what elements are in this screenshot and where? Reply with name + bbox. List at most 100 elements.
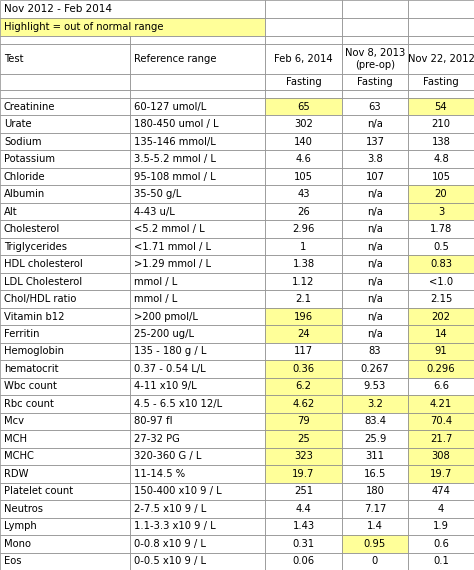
- Text: Platelet count: Platelet count: [4, 486, 73, 496]
- Bar: [0, 325, 130, 343]
- Text: 16.5: 16.5: [364, 469, 386, 479]
- Bar: [265, 133, 342, 150]
- Text: 3.2: 3.2: [367, 399, 383, 409]
- Bar: [265, 0, 342, 18]
- Text: RDW: RDW: [4, 469, 28, 479]
- Bar: [408, 273, 474, 290]
- Text: 180-450 umol / L: 180-450 umol / L: [134, 119, 219, 129]
- Bar: [0, 552, 130, 570]
- Text: 0.31: 0.31: [292, 539, 315, 549]
- Text: 4.5 - 6.5 x10 12/L: 4.5 - 6.5 x10 12/L: [134, 399, 222, 409]
- Bar: [130, 378, 265, 395]
- Text: 3.8: 3.8: [367, 154, 383, 164]
- Bar: [342, 535, 408, 552]
- Text: 0-0.5 x10 9 / L: 0-0.5 x10 9 / L: [134, 556, 206, 566]
- Text: Alt: Alt: [4, 207, 18, 217]
- Bar: [0, 535, 130, 552]
- Bar: [130, 308, 265, 325]
- Text: 4.4: 4.4: [296, 504, 311, 514]
- Text: 302: 302: [294, 119, 313, 129]
- Text: HDL cholesterol: HDL cholesterol: [4, 259, 83, 269]
- Bar: [342, 395, 408, 413]
- Text: 27-32 PG: 27-32 PG: [134, 434, 180, 444]
- Bar: [342, 483, 408, 500]
- Text: 2-7.5 x10 9 / L: 2-7.5 x10 9 / L: [134, 504, 206, 514]
- Bar: [0, 395, 130, 413]
- Bar: [0, 343, 130, 360]
- Text: 80-97 fl: 80-97 fl: [134, 417, 173, 426]
- Text: MCH: MCH: [4, 434, 27, 444]
- Text: 19.7: 19.7: [430, 469, 452, 479]
- Bar: [0, 221, 130, 238]
- Text: 91: 91: [435, 347, 447, 356]
- Text: hematocrit: hematocrit: [4, 364, 58, 374]
- Text: 105: 105: [431, 172, 450, 182]
- Bar: [130, 500, 265, 518]
- Text: >200 pmol/L: >200 pmol/L: [134, 312, 198, 321]
- Bar: [0, 465, 130, 483]
- Text: 20: 20: [435, 189, 447, 199]
- Text: 25-200 ug/L: 25-200 ug/L: [134, 329, 194, 339]
- Text: Triglycerides: Triglycerides: [4, 242, 67, 251]
- Bar: [130, 430, 265, 447]
- Text: Sodium: Sodium: [4, 137, 42, 146]
- Text: 135-146 mmol/L: 135-146 mmol/L: [134, 137, 216, 146]
- Text: n/a: n/a: [367, 276, 383, 287]
- Bar: [408, 552, 474, 570]
- Bar: [0, 378, 130, 395]
- Text: 25: 25: [297, 434, 310, 444]
- Bar: [408, 483, 474, 500]
- Bar: [342, 44, 408, 74]
- Bar: [265, 203, 342, 221]
- Text: 9.53: 9.53: [364, 381, 386, 392]
- Text: 0.37 - 0.54 L/L: 0.37 - 0.54 L/L: [134, 364, 206, 374]
- Bar: [0, 360, 130, 378]
- Bar: [265, 90, 342, 98]
- Text: 323: 323: [294, 451, 313, 461]
- Bar: [408, 395, 474, 413]
- Text: 320-360 G / L: 320-360 G / L: [134, 451, 201, 461]
- Bar: [130, 325, 265, 343]
- Bar: [0, 255, 130, 273]
- Text: Eos: Eos: [4, 556, 21, 566]
- Bar: [130, 44, 265, 74]
- Text: Ferritin: Ferritin: [4, 329, 39, 339]
- Text: n/a: n/a: [367, 312, 383, 321]
- Text: 0.36: 0.36: [292, 364, 315, 374]
- Text: 2.1: 2.1: [295, 294, 311, 304]
- Bar: [342, 378, 408, 395]
- Text: mmol / L: mmol / L: [134, 276, 177, 287]
- Bar: [0, 90, 130, 98]
- Bar: [130, 133, 265, 150]
- Text: 1.4: 1.4: [367, 522, 383, 531]
- Text: 308: 308: [432, 451, 450, 461]
- Bar: [408, 360, 474, 378]
- Bar: [342, 133, 408, 150]
- Bar: [408, 221, 474, 238]
- Text: 105: 105: [294, 172, 313, 182]
- Text: n/a: n/a: [367, 329, 383, 339]
- Bar: [342, 308, 408, 325]
- Bar: [130, 447, 265, 465]
- Bar: [0, 98, 130, 116]
- Bar: [265, 44, 342, 74]
- Text: 0.06: 0.06: [292, 556, 315, 566]
- Bar: [130, 465, 265, 483]
- Bar: [408, 518, 474, 535]
- Text: Fasting: Fasting: [423, 77, 459, 87]
- Bar: [342, 290, 408, 308]
- Text: Hemoglobin: Hemoglobin: [4, 347, 64, 356]
- Bar: [408, 44, 474, 74]
- Bar: [342, 238, 408, 255]
- Bar: [408, 168, 474, 185]
- Bar: [130, 290, 265, 308]
- Bar: [130, 255, 265, 273]
- Text: 180: 180: [365, 486, 384, 496]
- Bar: [130, 518, 265, 535]
- Text: 1.9: 1.9: [433, 522, 449, 531]
- Bar: [0, 483, 130, 500]
- Text: 24: 24: [297, 329, 310, 339]
- Bar: [408, 203, 474, 221]
- Bar: [342, 116, 408, 133]
- Bar: [408, 116, 474, 133]
